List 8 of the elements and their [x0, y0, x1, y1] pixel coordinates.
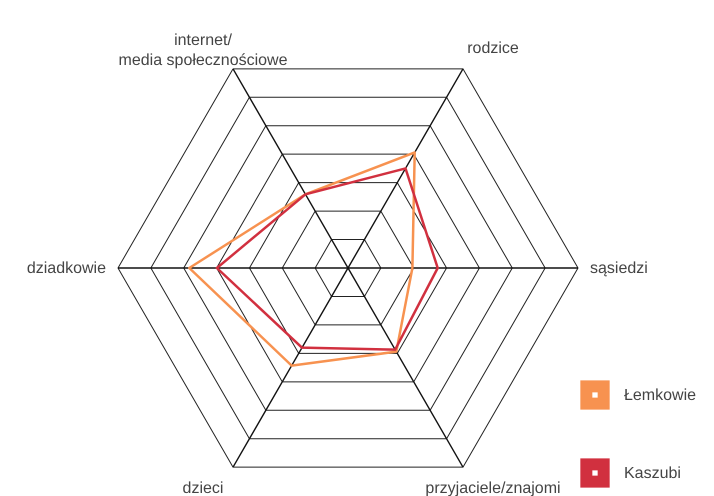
spoke-label: rodzice: [467, 40, 519, 58]
spoke-label: sąsiedzi: [590, 260, 648, 277]
spoke-label: dzieci: [182, 480, 224, 496]
legend-label: Łemkowie: [624, 387, 696, 404]
spoke-label: internet/ media społecznościowe: [118, 32, 288, 70]
spoke-label: przyjaciele/znajomi: [425, 480, 561, 496]
legend-label: Kaszubi: [624, 465, 681, 482]
spoke-label: dziadkowie: [26, 260, 106, 277]
